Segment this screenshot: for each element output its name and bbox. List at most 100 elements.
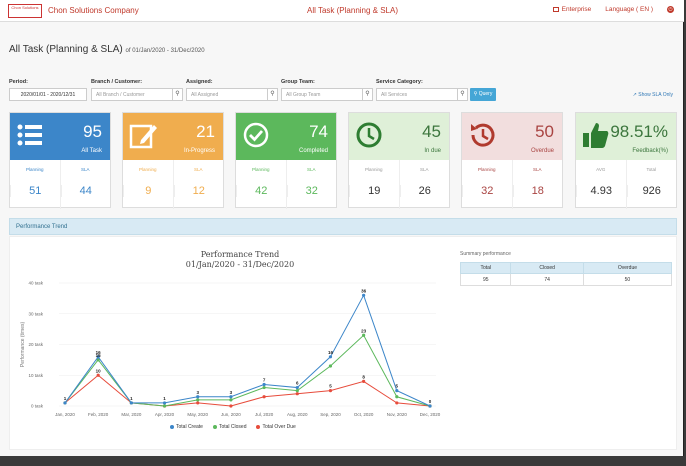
card-value: 98.51% [610, 122, 668, 141]
y-tick-label: 10 task [28, 373, 43, 378]
service-category-label: Service Category: [376, 79, 423, 85]
y-tick-label: 0 task [31, 404, 44, 409]
card-value: 95 [83, 122, 102, 141]
monitor-icon [552, 7, 559, 12]
card-foot-label: SLA [419, 167, 429, 172]
check-circle-icon [243, 122, 269, 148]
card-overdue[interactable]: 50 Overdue Planning 32 SLA 18 [461, 112, 563, 209]
data-point [63, 401, 67, 405]
clock-icon [356, 122, 382, 148]
card-in-due[interactable]: 45 In due Planning 19 SLA 26 [348, 112, 450, 209]
branch-input[interactable]: All Branch / Customer ⚲ [91, 88, 183, 101]
card-foot-value: 51 [10, 185, 60, 197]
card-label: Completed [298, 148, 328, 154]
search-icon[interactable]: ⚲ [267, 89, 277, 100]
query-button[interactable]: ⚲ Query [470, 88, 496, 101]
card-foot-label: SLA [306, 167, 316, 172]
enterprise-link[interactable]: Enterprise [552, 6, 591, 13]
card-label: All Task [81, 148, 102, 154]
legend-item[interactable]: Total Over Due [256, 424, 296, 430]
card-foot-value: 32 [286, 185, 337, 197]
x-tick-label: Aug, 2020 [287, 412, 308, 417]
card-foot-label: Planning [251, 167, 270, 172]
x-tick-label: Mar, 2020 [121, 412, 142, 417]
y-tick-label: 20 task [28, 342, 43, 347]
card-foot-label: Planning [477, 167, 496, 172]
power-icon[interactable]: ⏻ [667, 6, 674, 13]
service-category-input[interactable]: All Services ⚲ [376, 88, 468, 101]
thumbs-up-icon [583, 123, 609, 148]
data-point [196, 395, 200, 399]
card-label: In-Progress [183, 148, 215, 154]
data-label: 3 [230, 390, 233, 395]
data-point [229, 404, 233, 408]
data-label: 1 [130, 396, 133, 401]
card-foot-label: SLA [193, 167, 203, 172]
card-foot-value: 12 [173, 185, 224, 197]
group-team-label: Group Team: [281, 79, 315, 85]
assigned-label: Assigned: [186, 79, 213, 85]
filter-bar: Period: 2020/01/01 - 2020/12/31 Branch /… [9, 79, 669, 103]
branch-label: Branch / Customer: [91, 79, 143, 85]
search-icon[interactable]: ⚲ [457, 89, 467, 100]
data-point [129, 401, 133, 405]
data-label: 6 [296, 381, 299, 386]
performance-chart-panel: Performance Trend 01/Jan/2020 - 31/Dec/2… [9, 236, 677, 450]
assigned-input[interactable]: All Assigned ⚲ [186, 88, 278, 101]
legend-item[interactable]: Total Create [170, 424, 203, 430]
summary-overdue: 50 [582, 273, 673, 286]
data-point [162, 404, 167, 408]
data-point [362, 333, 366, 337]
summary-closed: 74 [510, 273, 584, 286]
card-value: 74 [309, 122, 328, 141]
data-label: 23 [361, 328, 367, 333]
summary-total: 95 [459, 273, 512, 286]
summary-header: Total [459, 262, 512, 274]
search-icon[interactable]: ⚲ [362, 89, 372, 100]
data-label: 16 [96, 350, 102, 355]
list-icon [17, 124, 42, 146]
legend-marker [256, 425, 261, 429]
card-in-progress[interactable]: 21 In-Progress Planning 9 SLA 12 [122, 112, 224, 209]
card-value: 45 [422, 122, 441, 141]
data-point [162, 401, 167, 405]
card-foot-value: 42 [236, 185, 286, 197]
data-point [262, 395, 266, 399]
top-bar: Chon Solutions Chon Solutions Company Al… [0, 0, 684, 22]
data-point [262, 385, 266, 390]
summary-table: Total Closed Overdue 95 74 50 [459, 262, 673, 286]
company-name[interactable]: Chon Solutions Company [48, 6, 139, 15]
legend-item[interactable]: Total Closed [212, 424, 246, 430]
company-logo[interactable]: Chon Solutions [8, 4, 42, 18]
performance-trend-header[interactable]: Performance Trend [9, 218, 677, 235]
data-label: 0 [429, 399, 432, 404]
series-line [64, 294, 431, 407]
edit-icon [129, 124, 157, 149]
data-point [196, 401, 200, 405]
y-tick-label: 40 task [28, 281, 43, 286]
data-point [362, 293, 366, 297]
card-foot-value: 9 [123, 185, 173, 197]
data-point [196, 398, 200, 402]
group-team-input[interactable]: All Group Team ⚲ [281, 88, 373, 101]
card-foot-label: AVG [596, 167, 606, 172]
x-tick-label: Dec, 2020 [420, 412, 441, 417]
show-sla-only-link[interactable]: ↗ Show SLA Only [632, 92, 673, 98]
card-foot-value: 19 [349, 185, 399, 197]
summary-title: Summary performance [460, 251, 511, 257]
x-tick-label: Jul, 2020 [255, 412, 274, 417]
y-tick-label: 30 task [28, 311, 43, 316]
card-foot-label: Planning [138, 167, 157, 172]
card-value: 50 [535, 122, 554, 141]
card-feedback[interactable]: 98.51% Feedback(%) AVG 4.93 Total 926 [575, 112, 677, 209]
card-foot-value: 44 [60, 185, 111, 197]
data-label: 10 [96, 368, 102, 373]
card-completed[interactable]: 74 Completed Planning 42 SLA 32 [235, 112, 337, 209]
data-label: 36 [361, 288, 367, 293]
card-all-task[interactable]: 95 All Task Planning 51 SLA 44 [9, 112, 111, 209]
language-selector[interactable]: Language ( EN ) [605, 6, 653, 13]
card-foot-label: SLA [532, 167, 542, 172]
search-icon[interactable]: ⚲ [172, 89, 182, 100]
card-foot-label: Planning [364, 167, 383, 172]
period-input[interactable]: 2020/01/01 - 2020/12/31 [9, 88, 87, 101]
